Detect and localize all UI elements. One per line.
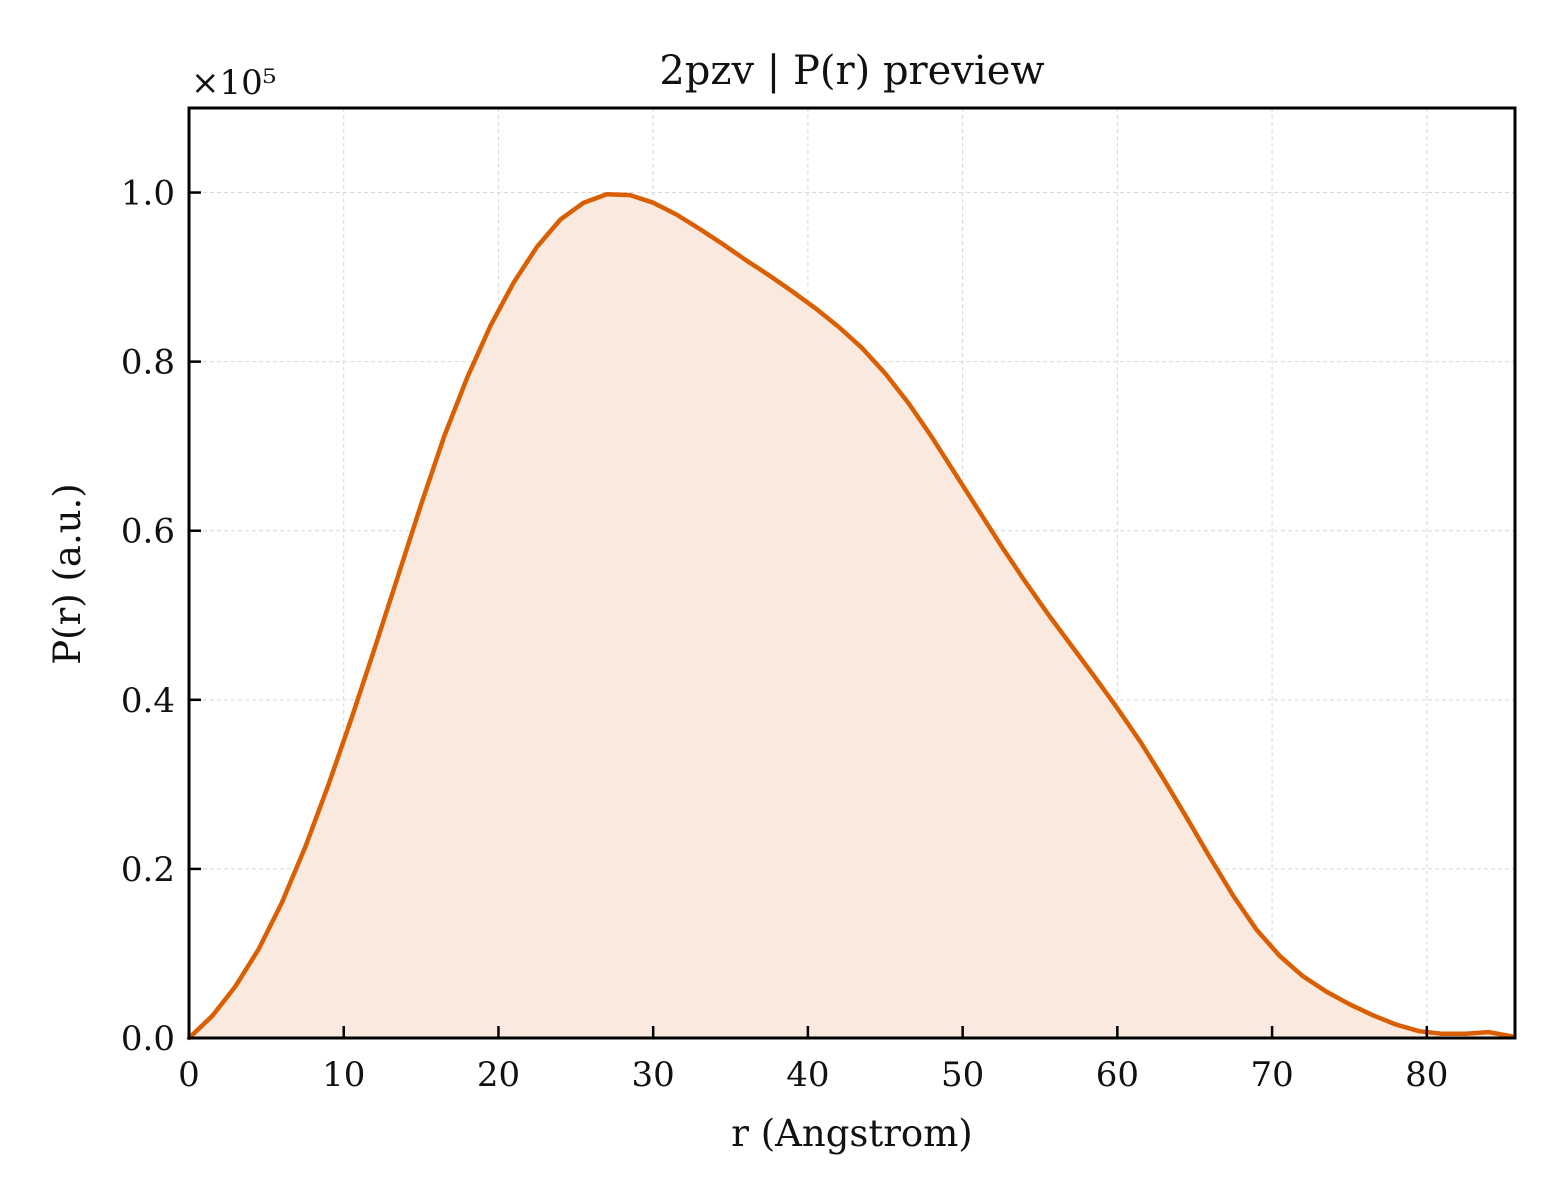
y-tick-label: 0.2 [121,850,175,890]
x-tick-label: 40 [786,1055,829,1095]
tick-labels: 0 10 20 30 40 50 60 70 80 0.0 0.2 0.4 0.6 0.8 1.0 [121,174,1449,1095]
pr-series-line [186,191,1515,1041]
y-tick-label: 1.0 [121,174,175,214]
x-tick-label: 30 [632,1055,675,1095]
x-tick-label: 10 [322,1055,365,1095]
x-axis-label: r (Angstrom) [731,1112,972,1155]
x-tick-label: 50 [941,1055,984,1095]
y-multiplier-label: ×10⁵ [191,63,276,103]
x-tick-label: 60 [1096,1055,1139,1095]
pr-area-fill [189,194,1512,1038]
x-tick-label: 20 [477,1055,520,1095]
x-tick-label: 80 [1405,1055,1448,1095]
chart-title: 2pzv | P(r) preview [659,48,1044,94]
x-tick-label: 70 [1250,1055,1293,1095]
y-tick-label: 0.0 [121,1019,175,1059]
plot-frame [187,106,1517,1040]
x-tick-label: 0 [178,1055,200,1095]
y-tick-label: 0.8 [121,343,175,383]
y-tick-label: 0.6 [121,512,175,552]
y-tick-label: 0.4 [121,681,175,721]
y-axis-label: P(r) (a.u.) [46,483,89,665]
